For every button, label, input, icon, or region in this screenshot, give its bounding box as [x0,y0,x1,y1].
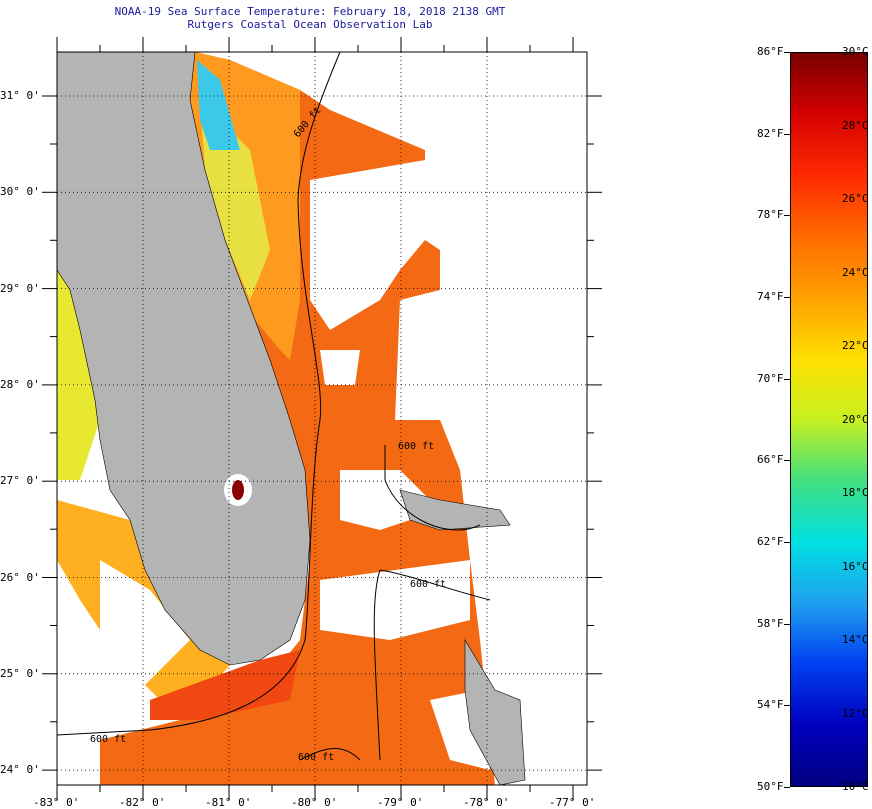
colorbar-c-label: 10°C [842,780,869,793]
lat-label: 25° 0' [0,666,40,680]
colorbar-tick [784,52,790,53]
map-subtitle: Rutgers Coastal Ocean Observation Lab [187,18,433,31]
colorbar-f-label: 66°F [757,453,784,467]
colorbar-f-label: 50°F [757,780,784,793]
isobath-600ft [56,51,491,761]
colorbar-f-label: 58°F [757,616,784,630]
lake-sst-hot [232,480,244,500]
contour-label: 600 ft [298,752,334,763]
colorbar-tick [784,787,790,788]
colorbar-c-label: 18°C [842,486,869,499]
lon-label: -81° 0' [205,796,252,809]
colorbar-c-label: 22°C [842,339,869,352]
colorbar-c-label: 20°C [842,412,869,426]
colorbar-f-label: 70°F [757,371,784,385]
graticule [42,37,602,800]
colorbar-c-label: 14°C [842,633,869,646]
contour-label: 600 ft [410,579,446,590]
lat-label: 29° 0' [0,281,40,295]
bahamas-land [464,638,526,786]
colorbar-tick [784,460,790,462]
colorbar-tick [784,705,790,707]
lat-label: 24° 0' [0,763,40,777]
lon-label: -78° 0' [463,796,510,809]
colorbar-c-label: 26°C [842,192,869,205]
colorbar-c-label: 12°C [842,706,869,720]
contour-label: 600 ft [90,734,126,745]
lon-label: -83° 0' [33,796,80,809]
florida-land [56,51,311,666]
map-border [56,51,588,786]
lat-label: 27° 0' [0,474,40,488]
lon-label: -80° 0' [291,796,338,809]
colorbar-tick [784,133,790,135]
colorbar-f-label: 74°F [757,290,784,303]
colorbar-tick [784,378,790,380]
colorbar-tick [784,623,790,625]
colorbar-c-label: 30°C [842,45,869,58]
lon-label: -79° 0' [377,796,424,809]
colorbar-c-label: 24°C [842,265,869,279]
lat-label: 31° 0' [0,89,40,102]
colorbar-tick [784,215,790,217]
colorbar-f-label: 62°F [757,535,784,548]
colorbar-tick [784,297,790,298]
colorbar-c-label: 28°C [842,118,869,132]
contour-label: 600 ft [398,441,434,452]
lon-label: -77° 0' [549,796,596,809]
lat-label: 26° 0' [0,570,40,584]
lat-label: 28° 0' [0,377,40,391]
colorbar-f-label: 78°F [757,208,784,222]
colorbar-tick [784,542,790,543]
colorbar [790,52,868,787]
lat-label: 30° 0' [0,185,40,199]
colorbar-f-label: 54°F [757,698,784,712]
lon-label: -82° 0' [119,796,166,809]
grand-bahama-land [399,489,511,531]
colorbar-f-label: 82°F [757,126,784,140]
colorbar-f-label: 86°F [757,45,784,58]
colorbar-c-label: 16°C [842,559,869,573]
map-title: NOAA-19 Sea Surface Temperature: Februar… [114,5,506,18]
